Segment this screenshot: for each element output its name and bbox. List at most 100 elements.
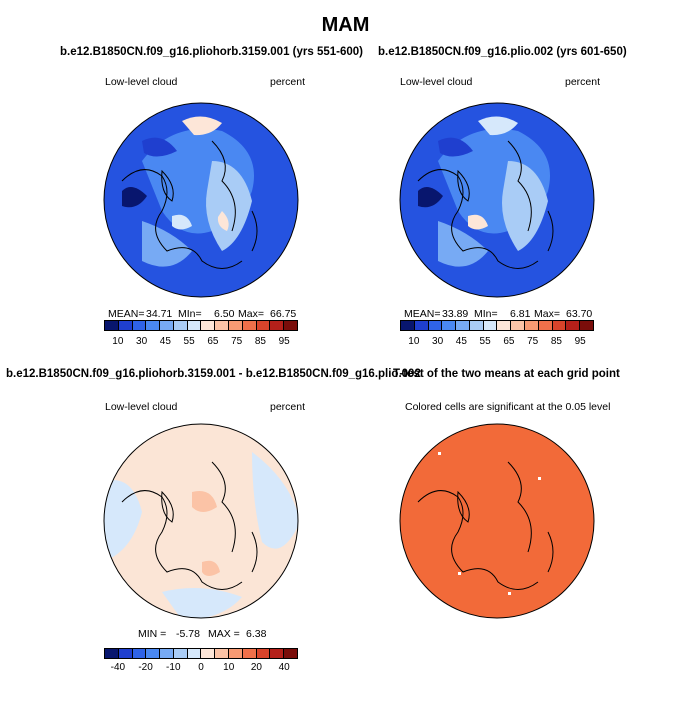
colorbar-swatch: [552, 321, 567, 330]
panel-3-colorbar: [104, 648, 298, 659]
panel-1-min-label: MIn=: [178, 308, 202, 320]
figure-title: MAM: [321, 14, 370, 36]
panel-2-colorbar-ticks: 10 30 45 55 65 75 85 95: [400, 336, 594, 348]
panel-2-min-value: 6.81: [510, 308, 531, 320]
panel-1-units-label: percent: [270, 76, 306, 88]
panel-1-min-value: 6.50: [214, 308, 235, 320]
colorbar-tick-label: 85: [254, 336, 266, 347]
panel-3-units-label: percent: [270, 401, 306, 413]
colorbar-swatch: [118, 321, 133, 330]
colorbar-swatch: [187, 321, 202, 330]
panel-3-max-value: 6.38: [246, 628, 267, 640]
colorbar-swatch: [256, 321, 271, 330]
colorbar-swatch: [456, 321, 470, 330]
panel-1-title: b.e12.B1850CN.f09_g16.pliohorb.3159.001 …: [60, 46, 363, 58]
colorbar-swatch: [511, 321, 526, 330]
panel-2-max-label: Max=: [534, 308, 560, 320]
colorbar-swatch: [105, 321, 119, 330]
colorbar-swatch: [105, 649, 119, 658]
colorbar-swatch: [187, 649, 202, 658]
panel-3-variable-label: Low-level cloud: [105, 401, 178, 413]
colorbar-tick-label: 95: [278, 336, 290, 347]
colorbar-swatch: [132, 649, 147, 658]
panel-1-colorbar-ticks: 10 30 45 55 65 75 85 95: [104, 336, 298, 348]
colorbar-swatch: [160, 321, 174, 330]
panel-3-title: b.e12.B1850CN.f09_g16.pliohorb.3159.001 …: [6, 368, 421, 380]
colorbar-swatch: [284, 649, 297, 658]
panel-1-colorbar: [104, 320, 298, 331]
panel-2-colorbar: [400, 320, 594, 331]
colorbar-swatch: [284, 321, 297, 330]
colorbar-tick-label: 45: [159, 336, 171, 347]
panel-1-mean-label: MEAN=: [108, 308, 145, 320]
colorbar-swatch: [173, 649, 188, 658]
panel-3-colorbar-ticks: -40 -20 -10 0 10 20 40: [104, 662, 298, 674]
panel-3-min-value: -5.78: [176, 628, 200, 640]
panel-4-title: T-test of the two means at each grid poi…: [393, 368, 620, 380]
colorbar-swatch: [270, 649, 285, 658]
colorbar-swatch: [256, 649, 271, 658]
panel-1-mean-value: 34.71: [146, 308, 173, 320]
colorbar-swatch: [201, 321, 216, 330]
colorbar-tick-label: 10: [223, 662, 235, 673]
panel-4-subtitle: Colored cells are significant at the 0.0…: [405, 401, 611, 413]
panel-2-units-label: percent: [565, 76, 601, 88]
colorbar-swatch: [201, 649, 216, 658]
colorbar-swatch: [132, 321, 147, 330]
colorbar-tick-label: 65: [503, 336, 515, 347]
panel-3-polar-map: [103, 423, 299, 619]
colorbar-swatch: [566, 321, 581, 330]
colorbar-tick-label: -40: [110, 662, 126, 673]
colorbar-tick-label: 10: [408, 336, 420, 347]
colorbar-swatch: [428, 321, 443, 330]
panel-2-title: b.e12.B1850CN.f09_g16.plio.002 (yrs 601-…: [378, 46, 627, 58]
colorbar-swatch: [497, 321, 512, 330]
colorbar-tick-label: 55: [183, 336, 195, 347]
colorbar-tick-label: 75: [231, 336, 243, 347]
colorbar-tick-label: -20: [138, 662, 153, 673]
colorbar-swatch: [270, 321, 285, 330]
panel-2-variable-label: Low-level cloud: [400, 76, 473, 88]
panel-1-polar-map: [103, 102, 299, 298]
colorbar-swatch: [580, 321, 593, 330]
colorbar-tick-label: 30: [432, 336, 444, 347]
colorbar-tick-label: -10: [166, 662, 181, 673]
colorbar-swatch: [469, 321, 484, 330]
colorbar-swatch: [242, 649, 257, 658]
colorbar-swatch: [229, 649, 243, 658]
colorbar-tick-label: 40: [278, 662, 290, 673]
colorbar-swatch: [146, 649, 161, 658]
colorbar-swatch: [215, 321, 230, 330]
colorbar-tick-label: 85: [550, 336, 562, 347]
panel-2-mean-value: 33.89: [442, 308, 469, 320]
colorbar-tick-label: 65: [207, 336, 219, 347]
colorbar-swatch: [173, 321, 188, 330]
panel-2-max-value: 63.70: [566, 308, 593, 320]
panel-4-polar-map: [399, 423, 595, 619]
colorbar-swatch: [160, 649, 174, 658]
colorbar-swatch: [483, 321, 498, 330]
colorbar-swatch: [401, 321, 415, 330]
colorbar-tick-label: 20: [250, 662, 262, 673]
colorbar-tick-label: 10: [112, 336, 124, 347]
colorbar-swatch: [414, 321, 429, 330]
colorbar-tick-label: 0: [198, 662, 204, 673]
colorbar-swatch: [242, 321, 257, 330]
colorbar-swatch: [146, 321, 161, 330]
colorbar-tick-label: 30: [136, 336, 148, 347]
colorbar-swatch: [118, 649, 133, 658]
panel-3-max-label: MAX =: [208, 628, 240, 640]
panel-2-mean-label: MEAN=: [404, 308, 441, 320]
colorbar-swatch: [215, 649, 230, 658]
colorbar-tick-label: 75: [527, 336, 539, 347]
colorbar-tick-label: 55: [479, 336, 491, 347]
colorbar-swatch: [538, 321, 553, 330]
panel-1-max-value: 66.75: [270, 308, 297, 320]
panel-2-min-label: MIn=: [474, 308, 498, 320]
panel-3-min-label: MIN =: [138, 628, 167, 640]
colorbar-tick-label: 95: [574, 336, 586, 347]
colorbar-swatch: [229, 321, 243, 330]
colorbar-swatch: [442, 321, 457, 330]
panel-1-max-label: Max=: [238, 308, 264, 320]
colorbar-tick-label: 45: [455, 336, 467, 347]
